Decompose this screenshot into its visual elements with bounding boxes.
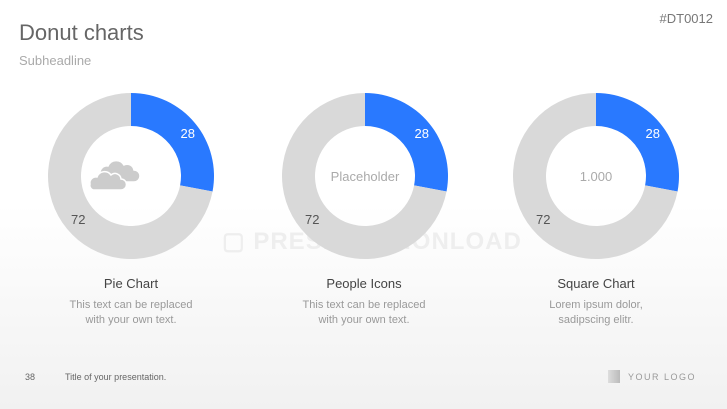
donut-svg	[281, 93, 448, 259]
donut-chart-3: 1.000 28 72	[512, 92, 680, 260]
donut-svg	[513, 93, 679, 259]
donut-slice-1	[47, 93, 213, 259]
caption-2: People Icons	[326, 276, 402, 291]
logo-cube-icon	[608, 370, 620, 383]
subheadline: Subheadline	[19, 53, 92, 68]
donut-slice-1	[281, 93, 447, 259]
donut-svg	[47, 93, 215, 259]
slide-title: Donut charts	[19, 20, 144, 45]
value-label-28: 28	[414, 126, 429, 141]
value-label-28: 28	[645, 126, 660, 141]
donut-slice-0	[365, 93, 448, 192]
donut-slice-0	[131, 93, 215, 192]
center-text: 1.000	[579, 168, 613, 184]
donut-slice-0	[596, 93, 679, 192]
donut-chart-1: 28 72	[47, 92, 215, 260]
logo-text: YOUR LOGO	[628, 371, 697, 382]
value-label-28: 28	[180, 126, 195, 141]
presentation-title: Title of your presentation.	[65, 372, 167, 382]
cloud-icon	[86, 156, 176, 196]
donut-chart-2: Placeholder 28 72	[281, 92, 449, 260]
description-3: Lorem ipsum dolor, sadipscing elitr.	[549, 299, 643, 326]
description-1: This text can be replaced with your own …	[69, 299, 193, 326]
caption-3: Square Chart	[557, 276, 635, 291]
value-label-72: 72	[71, 212, 86, 227]
slide-code: #DT0012	[659, 11, 713, 26]
value-label-72: 72	[536, 212, 551, 227]
logo: YOUR LOGO	[608, 370, 696, 383]
center-text: Placeholder	[330, 168, 400, 184]
caption-1: Pie Chart	[103, 276, 159, 291]
value-label-72: 72	[305, 212, 320, 227]
donut-slice-1	[513, 93, 678, 259]
description-2: This text can be replaced with your own …	[302, 299, 426, 326]
page-number: 38	[25, 372, 36, 382]
